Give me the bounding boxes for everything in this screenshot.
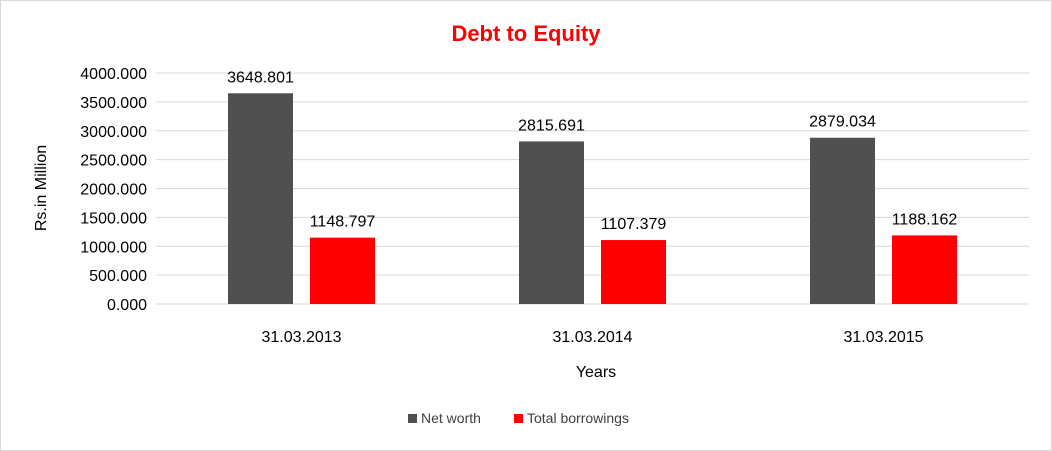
x-tick-label: 31.03.2015 [843, 329, 923, 346]
y-axis-title: Rs.in Million [33, 145, 50, 231]
data-label: 2879.034 [809, 114, 876, 131]
bar-net-worth [810, 137, 875, 304]
y-axis-tick-labels: 0.000 500.000 1000.000 1500.000 2000.000 2500… [80, 66, 147, 314]
data-label: 1148.797 [310, 214, 376, 231]
legend-swatch [514, 414, 523, 423]
x-axis-tick-labels: 31.03.2013 31.03.2014 31.03.2015 [261, 329, 923, 346]
bar-total-borrowings [601, 240, 666, 304]
y-tick-label: 500.000 [89, 268, 147, 285]
legend: Net worth Total borrowings [408, 410, 629, 426]
y-tick-label: 2500.000 [80, 153, 147, 170]
y-tick-label: 4000.000 [80, 66, 147, 83]
y-tick-label: 3500.000 [80, 95, 147, 112]
bar-net-worth [519, 141, 584, 304]
y-tick-label: 1500.000 [80, 210, 147, 227]
legend-item: Net worth [408, 410, 481, 426]
data-label: 1107.379 [601, 216, 667, 233]
gridlines [156, 72, 1029, 305]
legend-swatch [408, 414, 417, 423]
bar-total-borrowings [310, 237, 375, 304]
chart-title: Debt to Equity [451, 21, 601, 46]
legend-label: Total borrowings [527, 410, 629, 426]
bars [228, 93, 957, 305]
legend-item: Total borrowings [514, 410, 629, 426]
data-label: 3648.801 [227, 69, 294, 86]
y-tick-label: 1000.000 [80, 239, 147, 256]
bar-net-worth [228, 93, 293, 305]
legend-label: Net worth [421, 410, 481, 426]
data-label: 1188.162 [892, 211, 958, 228]
y-tick-label: 2000.000 [80, 182, 147, 199]
y-tick-label: 3000.000 [80, 124, 147, 141]
bar-total-borrowings [892, 235, 957, 304]
data-label: 2815.691 [518, 117, 585, 134]
y-tick-label: 0.000 [107, 297, 147, 314]
x-tick-label: 31.03.2014 [552, 329, 632, 346]
x-axis-title: Years [576, 364, 616, 381]
x-tick-label: 31.03.2013 [261, 329, 341, 346]
data-labels: 3648.801 1148.797 2815.691 1107.379 2879.034… [227, 69, 957, 233]
